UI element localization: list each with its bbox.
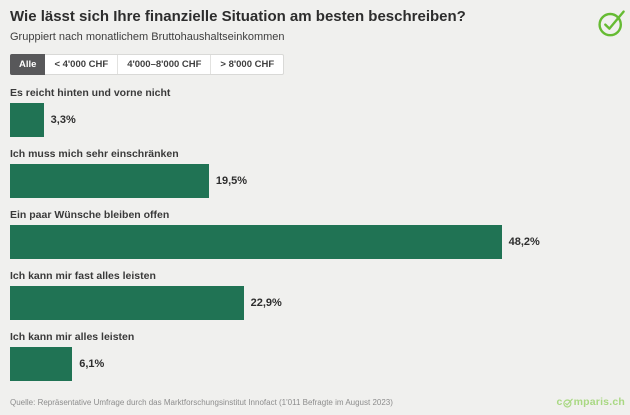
bar-track: 48,2% <box>10 225 620 259</box>
bar-label: Ein paar Wünsche bleiben offen <box>10 209 170 221</box>
bar-value: 19,5% <box>215 175 248 187</box>
bar-value: 48,2% <box>508 236 540 248</box>
bar-row: Ich kann mir alles leisten 6,1% <box>10 331 620 381</box>
bar-row: Ich kann mir fast alles leisten 22,9% <box>10 270 620 320</box>
bar-value: 3,3% <box>50 114 76 126</box>
bar-track: 19,5% <box>10 164 620 198</box>
bar <box>10 103 44 137</box>
tab-under-4000[interactable]: < 4'000 CHF <box>45 55 119 74</box>
logo-text-pre: c <box>556 396 563 408</box>
check-circle-icon <box>597 9 626 38</box>
bar <box>10 286 244 320</box>
bar-label: Ich muss mich sehr einschränken <box>10 148 179 160</box>
bar <box>10 225 502 259</box>
logo-text-post: mparis.ch <box>573 396 625 408</box>
bar-label: Ich kann mir alles leisten <box>10 331 135 343</box>
source-note: Quelle: Repräsentative Umfrage durch das… <box>10 398 393 407</box>
tab-4000-8000[interactable]: 4'000–8'000 CHF <box>118 55 212 74</box>
bar-track: 22,9% <box>10 286 620 320</box>
bar-label: Es reicht hinten und vorne nicht <box>10 87 171 99</box>
page-title: Wie lässt sich Ihre finanzielle Situatio… <box>10 8 466 25</box>
bar-value: 6,1% <box>79 358 105 370</box>
bar-row: Es reicht hinten und vorne nicht 3,3% <box>10 87 620 137</box>
check-circle-icon <box>563 398 574 408</box>
bar-value: 22,9% <box>250 297 282 309</box>
bar-track: 3,3% <box>10 103 620 137</box>
bar-chart: Es reicht hinten und vorne nicht 3,3% Ich … <box>10 87 620 381</box>
page-subtitle: Gruppiert nach monatlichem Bruttohaushal… <box>10 31 285 43</box>
bar <box>10 164 209 198</box>
infographic-page: Wie lässt sich Ihre finanzielle Situatio… <box>10 8 626 381</box>
bar <box>10 347 73 381</box>
footer: Quelle: Repräsentative Umfrage durch das… <box>10 397 625 408</box>
bar-row: Ich muss mich sehr einschränken 19,5% <box>10 148 620 198</box>
comparis-logo: c mparis.ch <box>557 397 625 408</box>
tab-over-8000[interactable]: > 8'000 CHF <box>220 59 275 70</box>
income-filter-tabs: Alle < 4'000 CHF 4'000–8'000 CHF > 8'000… <box>10 54 285 75</box>
bar-row: Ein paar Wünsche bleiben offen 48,2% <box>10 209 620 259</box>
tab-alle[interactable]: Alle <box>10 54 46 75</box>
bar-label: Ich kann mir fast alles leisten <box>10 270 156 282</box>
bar-track: 6,1% <box>10 347 620 381</box>
